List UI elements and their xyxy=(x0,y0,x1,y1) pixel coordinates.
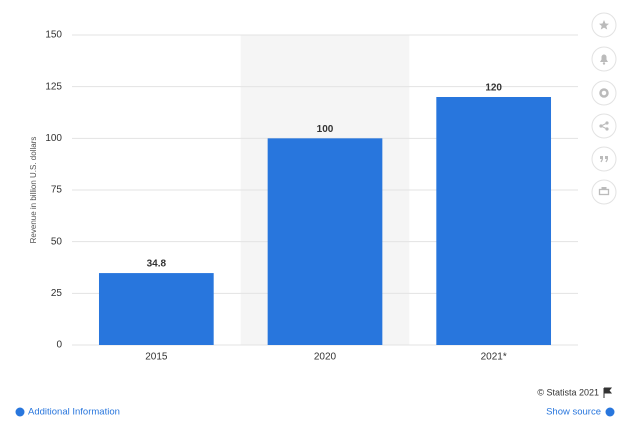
value-label: 120 xyxy=(485,83,502,94)
y-tick-label: 75 xyxy=(51,185,63,196)
value-label: 34.8 xyxy=(147,259,167,270)
source-icon xyxy=(605,407,615,417)
sidebar xyxy=(591,12,617,205)
x-tick-label: 2015 xyxy=(145,352,168,363)
y-tick-label: 0 xyxy=(56,340,62,351)
bar xyxy=(98,273,214,345)
share-button[interactable] xyxy=(591,113,617,139)
y-tick-label: 150 xyxy=(45,30,62,41)
cite-button[interactable] xyxy=(591,146,617,172)
y-tick-label: 25 xyxy=(51,288,63,299)
favorite-button[interactable] xyxy=(591,12,617,38)
y-axis-label: Revenue in billion U.S. dollars xyxy=(29,137,38,244)
bar xyxy=(436,97,552,345)
x-tick-label: 2020 xyxy=(314,352,337,363)
alert-button[interactable] xyxy=(591,46,617,72)
bar xyxy=(267,138,383,345)
y-tick-label: 100 xyxy=(45,133,62,144)
info-icon xyxy=(15,407,25,417)
print-button[interactable] xyxy=(591,179,617,205)
y-tick-label: 50 xyxy=(51,236,63,247)
y-tick-label: 125 xyxy=(45,81,62,92)
settings-button[interactable] xyxy=(591,80,617,106)
value-label: 100 xyxy=(317,124,334,135)
copyright: © Statista 2021 xyxy=(537,387,599,397)
additional-information-link[interactable]: Additional Information xyxy=(28,407,120,418)
x-tick-label: 2021* xyxy=(481,352,507,363)
bars: 2015 34.8 2020 100 2021* 120 xyxy=(98,83,552,363)
flag-icon[interactable] xyxy=(603,387,613,398)
show-source-link[interactable]: Show source xyxy=(546,407,601,418)
